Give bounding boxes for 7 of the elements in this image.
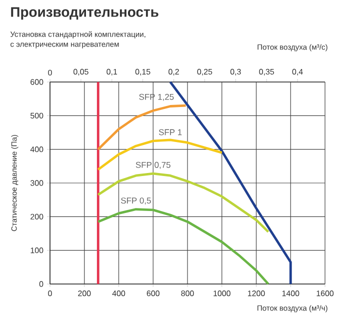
series-label: SFP 0,5 — [121, 198, 151, 205]
series-label: SFP 0,75 — [136, 162, 170, 169]
line-series — [96, 208, 270, 286]
line-series — [96, 104, 187, 151]
line-series — [96, 172, 270, 234]
series-label: SFP 1 — [158, 129, 182, 136]
chart-title: Производительность — [11, 7, 158, 20]
